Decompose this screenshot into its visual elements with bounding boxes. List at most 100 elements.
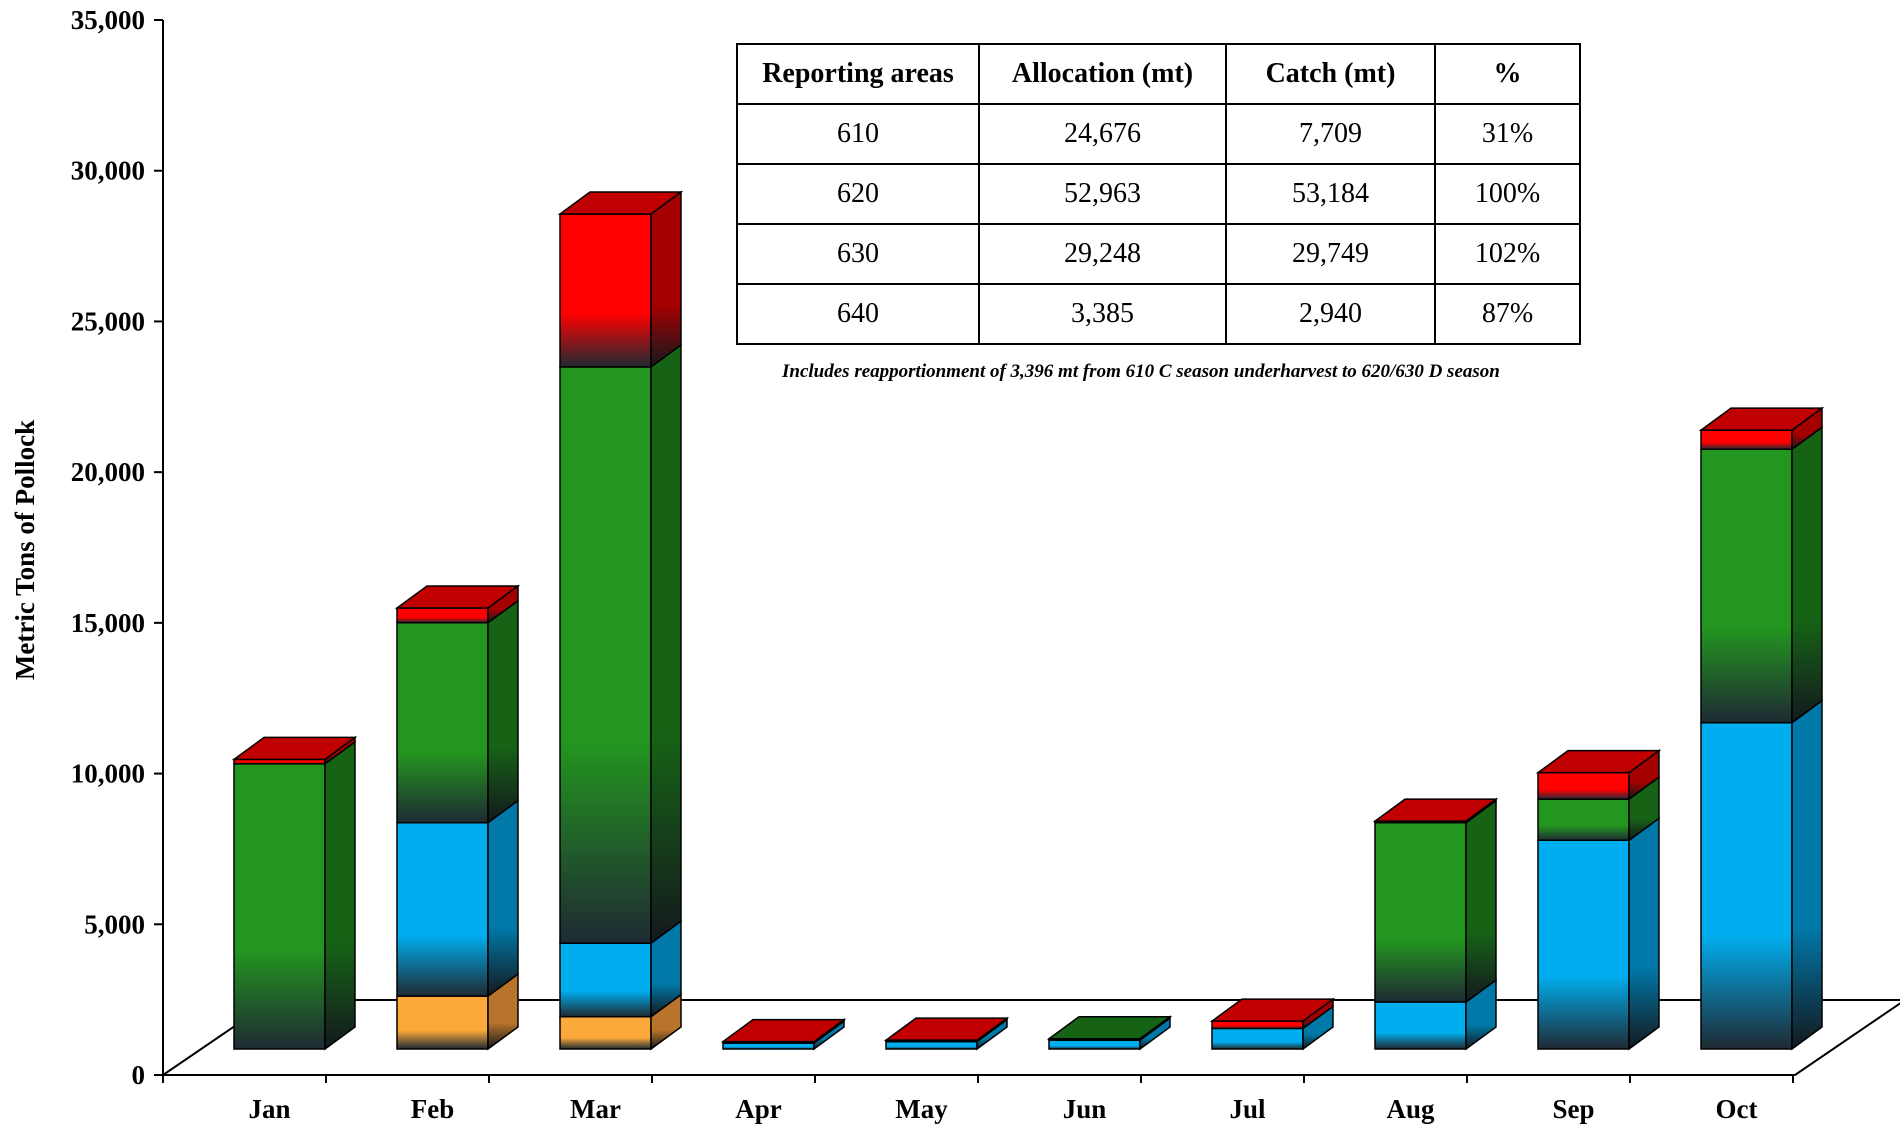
bar-top — [1372, 798, 1499, 822]
cell-allocation: 24,676 — [978, 103, 1227, 165]
bar-segment-front — [1700, 448, 1793, 724]
bar-segment-front — [559, 213, 652, 368]
bar-segment-side — [487, 799, 519, 998]
table-row: 620 52,963 53,184 100% — [736, 163, 1581, 225]
bar-top — [1209, 998, 1336, 1022]
bar-segment-side — [1465, 799, 1497, 1004]
bar-top — [1535, 749, 1662, 774]
cell-allocation: 3,385 — [978, 283, 1227, 345]
y-axis-label: Metric Tons of Pollock — [10, 420, 40, 680]
bar-group-oct — [1698, 406, 1825, 1051]
cell-percent: 102% — [1434, 223, 1581, 285]
cell-catch: 29,749 — [1225, 223, 1436, 285]
bar-group-jan — [231, 735, 358, 1051]
cell-percent: 100% — [1434, 163, 1581, 225]
bar-segment-front — [1211, 1020, 1304, 1030]
bar-group-aug — [1372, 797, 1499, 1051]
bar-segment-front — [559, 1015, 652, 1050]
bar-group-jul — [1209, 997, 1336, 1051]
y-tick-label: 0 — [132, 1060, 146, 1090]
x-tick-label: Oct — [1716, 1094, 1758, 1124]
bar-segment-front — [1537, 798, 1630, 842]
bar-segment-side — [324, 740, 356, 1051]
x-tick-label: Apr — [735, 1094, 782, 1124]
bar-segment-side — [1628, 816, 1660, 1051]
bar-segment-side — [1791, 425, 1823, 725]
y-tick-label: 30,000 — [71, 156, 145, 186]
x-tick-label: Mar — [570, 1094, 621, 1124]
x-tick-label: Jun — [1063, 1094, 1107, 1124]
cell-catch: 53,184 — [1225, 163, 1436, 225]
bar-segment-front — [1374, 821, 1467, 1003]
y-tick-label: 15,000 — [71, 608, 145, 638]
x-tick-label: Jul — [1229, 1094, 1266, 1124]
bar-segment-front — [396, 995, 489, 1050]
x-tick-label: Feb — [411, 1094, 455, 1124]
bar-segment-front — [1211, 1027, 1304, 1050]
x-tick-label: May — [895, 1094, 948, 1124]
bar-top — [394, 585, 521, 609]
table-row: 610 24,676 7,709 31% — [736, 103, 1581, 165]
table-row: 630 29,248 29,749 102% — [736, 223, 1581, 285]
bar-segment-front — [722, 1042, 815, 1050]
bar-group-sep — [1535, 749, 1662, 1051]
bar-segment-side — [650, 343, 682, 945]
table-row: 640 3,385 2,940 87% — [736, 283, 1581, 345]
x-tick-label: Aug — [1386, 1094, 1435, 1124]
cell-area: 630 — [736, 223, 980, 285]
bar-segment-side — [650, 190, 682, 369]
y-tick-label: 10,000 — [71, 759, 145, 789]
bar-group-mar — [557, 190, 684, 1051]
bar-segment-front — [1700, 721, 1793, 1050]
x-tick-label: Sep — [1552, 1094, 1594, 1124]
bar-top — [1698, 407, 1825, 431]
bar-group-may — [883, 1016, 1010, 1051]
x-tick-label: Jan — [248, 1094, 290, 1124]
bar-segment-front — [1537, 839, 1630, 1050]
cell-percent: 31% — [1434, 103, 1581, 165]
bar-segment-front — [885, 1040, 978, 1050]
axes: Jan Feb Mar Apr May Jun Jul Aug Sep Oct 0 5,000 10,0… — [71, 5, 1795, 1124]
bar-segment-front — [559, 942, 652, 1018]
header-reporting-areas: Reporting areas — [736, 43, 980, 105]
allocation-table: Reporting areas Allocation (mt) Catch (m… — [736, 43, 1581, 345]
y-tick-label: 5,000 — [84, 909, 145, 939]
table-footnote: Includes reapportionment of 3,396 mt fro… — [782, 361, 1500, 382]
bar-segment-side — [487, 599, 519, 825]
cell-catch: 7,709 — [1225, 103, 1436, 165]
cell-area: 640 — [736, 283, 980, 345]
bar-group-apr — [720, 1018, 847, 1051]
cell-catch: 2,940 — [1225, 283, 1436, 345]
bar-segment-front — [396, 621, 489, 824]
bar-segment-front — [559, 366, 652, 944]
bar-segment-front — [233, 763, 326, 1050]
header-allocation: Allocation (mt) — [978, 43, 1227, 105]
bar-segment-front — [1048, 1039, 1141, 1050]
bar-segment-front — [1537, 771, 1630, 800]
bar-top — [231, 736, 358, 761]
cell-allocation: 29,248 — [978, 223, 1227, 285]
y-tick-label: 25,000 — [71, 306, 145, 336]
bar-top — [1046, 1015, 1173, 1040]
y-tick-label: 20,000 — [71, 457, 145, 487]
cell-area: 620 — [736, 163, 980, 225]
header-catch: Catch (mt) — [1225, 43, 1436, 105]
bars — [231, 190, 1825, 1051]
y-tick-label: 35,000 — [71, 5, 145, 35]
cell-percent: 87% — [1434, 283, 1581, 345]
cell-allocation: 52,963 — [978, 163, 1227, 225]
table-header-row: Reporting areas Allocation (mt) Catch (m… — [736, 43, 1581, 105]
bar-group-jun — [1046, 1015, 1173, 1051]
cell-area: 610 — [736, 103, 980, 165]
bar-top — [883, 1017, 1010, 1041]
bar-segment-front — [396, 607, 489, 624]
bar-segment-side — [1791, 699, 1823, 1051]
bar-top — [720, 1018, 847, 1043]
bar-segment-front — [1700, 429, 1793, 450]
bar-segment-front — [1374, 1001, 1467, 1050]
bar-top — [557, 191, 684, 215]
bar-group-feb — [394, 584, 521, 1051]
bar-segment-front — [396, 821, 489, 997]
header-percent: % — [1434, 43, 1581, 105]
